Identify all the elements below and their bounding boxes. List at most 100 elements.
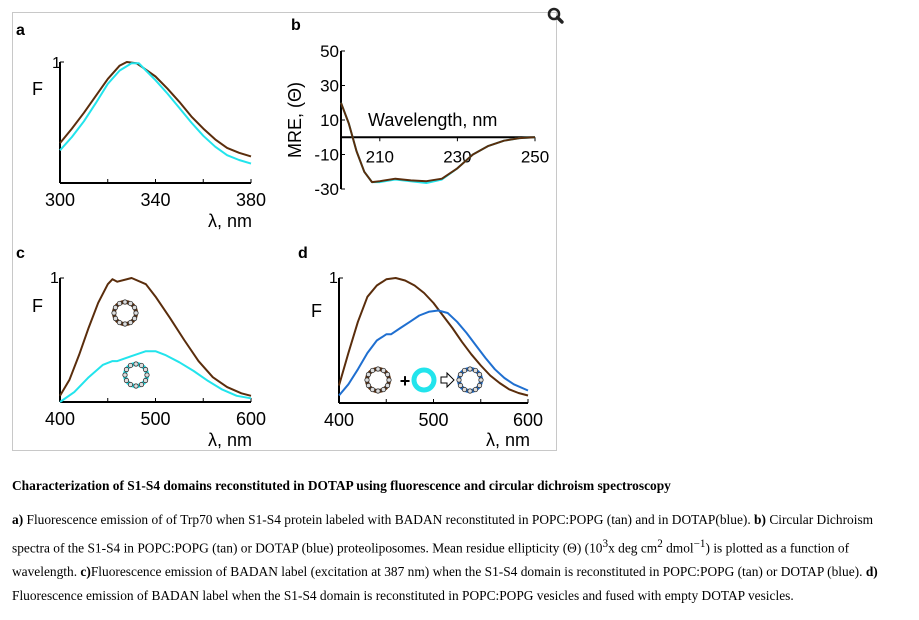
protein-dot [375,366,381,372]
protein-dot [380,367,387,374]
x-tick-label: 400 [45,409,75,429]
protein-dot [144,372,150,378]
x-axis-label: λ, nm [208,211,252,231]
protein-dot [122,321,128,327]
protein-dot [472,386,479,393]
protein-dot [127,362,134,369]
protein-dot [369,386,376,393]
protein-dot [133,383,139,389]
y-axis-label: F [311,301,322,321]
protein-dot [365,371,372,378]
caption-title: Characterization of S1-S4 domains recons… [12,478,671,493]
y-tick-label: -10 [314,146,339,165]
protein-dot [111,310,117,316]
protein-dot [476,371,483,378]
y-tick-label: 50 [320,42,339,61]
protein-dot [476,382,483,389]
superscript: 3 [602,538,609,550]
protein-dot [112,315,119,322]
protein-dot [384,382,391,389]
protein-dot [456,377,462,383]
protein-dot [122,299,128,305]
caption-label-d: d) [865,564,878,580]
protein-dot [369,367,376,374]
protein-dot [133,361,139,367]
vesicle-icon [365,367,391,393]
protein-dot [138,362,145,369]
panel-label-c: c [16,245,25,262]
x-tick-label: 300 [45,190,75,210]
y-axis-label: F [32,296,43,316]
empty-vesicle-icon [411,367,437,393]
caption-label-b: b) [754,512,766,527]
protein-dot [122,372,128,378]
x-tick-label: 500 [418,410,448,430]
caption-text-b: Circular Dichroism spectra of the S1-S4 … [12,512,874,556]
y-tick-label: 1 [329,270,338,287]
y-tick-label: -30 [314,180,339,199]
x-tick-label: 500 [140,409,170,429]
plus-sign: + [400,371,411,391]
protein-dot [123,377,130,384]
protein-dot [112,304,119,311]
protein-dot [467,366,473,372]
x-tick-label: 400 [324,410,354,430]
superscript: −1 [693,538,706,550]
protein-dot [131,304,138,311]
panel-label-d: d [298,245,308,262]
series-line-cyan [59,62,252,165]
superscript: 2 [657,538,663,550]
protein-dot [467,388,473,394]
protein-dot [375,388,381,394]
series-line-tan [340,102,536,184]
protein-dot [127,381,134,388]
protein-dot [457,371,464,378]
protein-dot [142,366,149,373]
x-axis-label: λ, nm [486,430,530,450]
y-tick-label: 30 [320,77,339,96]
vesicle-icon [123,362,149,388]
caption-label-c: c) [80,564,91,580]
caption-text-b4: ) is plotted as a function of wavelength… [12,540,850,580]
x-axis-label: Wavelength, nm [368,110,497,130]
protein-dot [138,381,145,388]
protein-dot [461,386,468,393]
figure-caption: Characterization of S1-S4 domains recons… [12,478,912,608]
caption-text-a: Fluorescence emission of of Trp70 when S… [23,512,755,527]
series-line-blue [338,309,529,397]
panel-label-a: a [16,22,25,39]
zoom-button[interactable] [546,6,566,26]
x-tick-label: 600 [513,410,543,430]
x-tick-label: 340 [140,190,170,210]
protein-dot [131,315,138,322]
x-tick-label: 230 [443,147,471,166]
series-line-tan [338,277,529,397]
caption-text-c: Fluorescence emission of BADAN label (ex… [90,564,866,580]
magnifier-icon [547,7,564,24]
series-line-cyan [59,350,252,403]
caption-text-d: Fluorescence emission of BADAN label whe… [12,588,794,604]
x-tick-label: 380 [236,190,266,210]
protein-dot [116,300,123,307]
x-axis-label: λ, nm [208,430,252,450]
protein-dot [127,300,134,307]
protein-dot [365,382,372,389]
caption-text-b2: x deg cm [608,540,658,556]
protein-dot [386,377,392,383]
x-tick-label: 250 [521,147,549,166]
caption-text-b3: dmol [662,540,694,556]
y-axis-label: MRE, (Θ) [285,82,305,158]
figure-frame [12,12,557,451]
panel-label-b: b [291,17,301,34]
protein-dot [127,319,134,326]
protein-dot [364,377,370,383]
arrow-right-icon [440,371,455,389]
series-line-tan [59,277,252,397]
protein-dot [478,377,484,383]
protein-dot [384,371,391,378]
x-tick-label: 600 [236,409,266,429]
y-axis-label: F [32,79,43,99]
protein-dot [461,367,468,374]
protein-dot [123,366,130,373]
